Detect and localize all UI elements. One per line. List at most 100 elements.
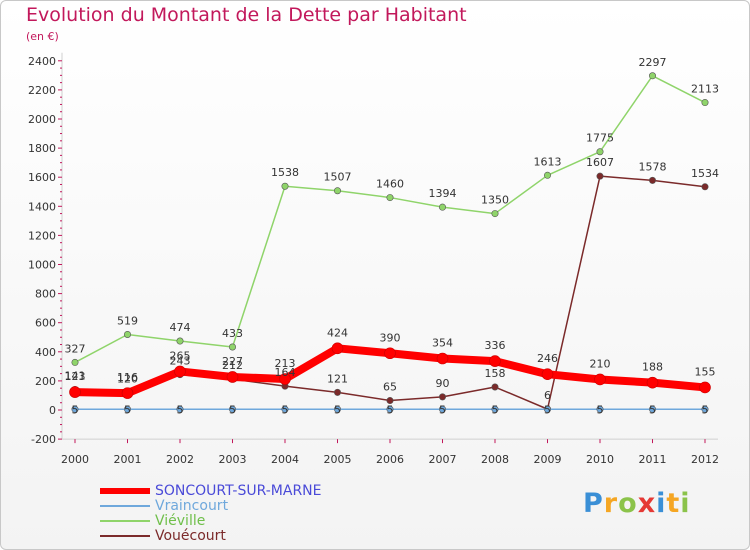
data-label: 121: [327, 372, 348, 385]
data-point: [543, 405, 551, 413]
data-point: [333, 405, 341, 413]
data-point: [648, 72, 656, 80]
logo-letter: i: [680, 488, 691, 519]
data-label: 188: [642, 361, 663, 374]
proxiti-logo: Proxiti: [583, 488, 691, 519]
data-point: [438, 393, 446, 401]
x-tick-label: 2000: [61, 453, 89, 466]
y-tick-label: -200: [31, 433, 56, 446]
data-label: 5: [597, 403, 604, 416]
data-point: [491, 383, 499, 391]
data-label: 5: [649, 403, 656, 416]
legend-label: Vouécourt: [155, 528, 226, 544]
data-label: 243: [170, 355, 191, 368]
data-label: 390: [380, 331, 401, 344]
data-point: [596, 148, 604, 156]
data-label: 5: [177, 403, 184, 416]
data-point: [646, 376, 659, 389]
data-label: 213: [275, 357, 296, 370]
data-label: 212: [222, 359, 243, 372]
data-label: 5: [124, 403, 131, 416]
data-label: 5: [492, 403, 499, 416]
data-point: [648, 176, 656, 184]
data-label: 5: [72, 403, 79, 416]
data-point: [333, 187, 341, 195]
data-point: [701, 405, 709, 413]
data-point: [279, 373, 291, 385]
data-point: [438, 203, 446, 211]
data-label: 424: [327, 326, 348, 339]
data-point: [176, 337, 184, 345]
data-label: 1607: [586, 156, 614, 169]
data-point: [543, 171, 551, 179]
chart-title: Evolution du Montant de la Dette par Hab…: [26, 4, 467, 26]
data-point: [174, 365, 186, 378]
data-point: [438, 405, 446, 413]
data-label: 6: [544, 389, 551, 402]
data-label: 141: [65, 369, 86, 382]
data-label: 354: [432, 336, 453, 349]
data-label: 5: [702, 403, 709, 416]
data-label: 1507: [324, 171, 352, 184]
data-label: 158: [485, 367, 506, 380]
data-point: [281, 182, 289, 190]
legend-swatch: [100, 505, 150, 507]
data-label: 5: [229, 403, 236, 416]
data-label: 265: [170, 349, 191, 362]
chart-subtitle: (en €): [26, 30, 59, 43]
data-point: [701, 99, 709, 107]
data-point: [596, 172, 604, 180]
x-tick-label: 2011: [639, 453, 667, 466]
data-point: [229, 405, 237, 413]
data-label: 5: [387, 403, 394, 416]
y-tick-label: 1400: [28, 200, 56, 213]
y-tick-label: 0: [49, 404, 56, 417]
data-label: 2297: [639, 56, 667, 69]
data-point: [333, 388, 341, 396]
data-label: 1394: [429, 187, 457, 200]
data-point: [124, 330, 132, 338]
logo-letter: r: [603, 488, 619, 519]
series-vraincourt: [71, 405, 709, 413]
data-point: [176, 405, 184, 413]
data-label: 5: [334, 403, 341, 416]
y-tick-label: 1000: [28, 259, 56, 272]
legend-label: Vraincourt: [155, 498, 229, 514]
x-tick-label: 2008: [481, 453, 509, 466]
data-point: [69, 386, 81, 398]
data-point: [541, 368, 554, 381]
data-point: [386, 194, 394, 202]
data-label: 433: [222, 327, 243, 340]
legend-swatch: [100, 535, 150, 537]
data-label: 1350: [481, 194, 509, 207]
data-point: [124, 405, 132, 413]
data-point: [121, 387, 134, 399]
data-label: 116: [117, 371, 138, 384]
data-label: 474: [170, 321, 191, 334]
data-point: [71, 358, 79, 366]
data-label: 327: [65, 342, 86, 355]
data-point: [281, 405, 289, 413]
series-line: [74, 75, 706, 364]
x-tick-label: 2003: [219, 453, 247, 466]
x-tick-label: 2010: [586, 453, 614, 466]
data-point: [648, 405, 656, 413]
y-tick-label: 400: [35, 346, 56, 359]
logo-letter: o: [618, 488, 638, 519]
x-tick-label: 2012: [691, 453, 719, 466]
series-vieville: [71, 72, 709, 366]
data-point: [701, 183, 709, 191]
data-point: [491, 210, 499, 218]
data-point: [386, 397, 394, 405]
data-point: [71, 405, 79, 413]
y-tick-label: 200: [35, 375, 56, 388]
data-label: 1578: [639, 160, 667, 173]
data-point: [384, 347, 396, 360]
data-label: 5: [544, 403, 551, 416]
series-soncourt-sur-marne: [69, 342, 711, 399]
legend-label: SONCOURT-SUR-MARNE: [155, 483, 322, 499]
data-label: 2113: [691, 83, 719, 96]
data-label: 246: [537, 352, 558, 365]
